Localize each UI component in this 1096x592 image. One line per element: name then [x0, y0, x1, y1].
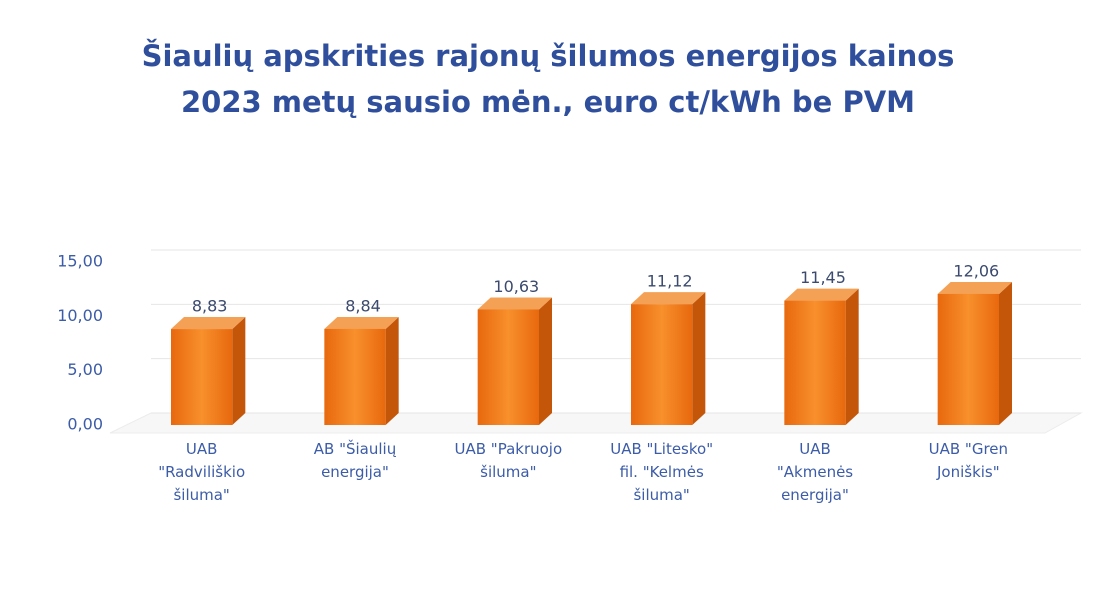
bar-side [539, 297, 552, 425]
bar [631, 304, 693, 425]
x-tick-label-line: "Akmenės [777, 463, 853, 481]
x-tick-label: UAB "Pakruojo šiluma" [455, 440, 563, 481]
y-tick-label: 15,00 [57, 252, 103, 271]
bar-side [692, 292, 706, 425]
x-tick-label-line: šiluma" [173, 486, 229, 504]
bar-top [631, 292, 706, 305]
x-tick-label-line: šiluma" [633, 486, 689, 504]
bar [171, 329, 233, 425]
bar-side [385, 316, 399, 425]
bar-side [845, 288, 859, 425]
bar-top [171, 317, 246, 330]
bar [324, 328, 386, 425]
bar-side [999, 281, 1012, 425]
y-tick-label: 5,00 [67, 360, 103, 379]
x-tick-label: UAB "Litesko" fil. "Kelmės šiluma" [610, 440, 713, 504]
x-tick-label-line: UAB "Litesko" [610, 440, 713, 458]
bar-top [937, 281, 1012, 294]
x-tick-label-line: energija" [321, 463, 389, 481]
data-label: 12,06 [953, 261, 999, 280]
bar-top [324, 316, 399, 329]
y-tick-label: 0,00 [67, 415, 103, 434]
bar [477, 309, 539, 425]
x-tick-label-line: UAB [799, 440, 831, 458]
bar [937, 293, 999, 425]
floor [109, 412, 1083, 434]
bar [784, 300, 846, 425]
x-tick-label: UAB "Radviliškio šiluma" [158, 440, 245, 504]
x-tick-label: UAB "Gren Joniškis" [929, 440, 1008, 481]
chart-subtitle: 2023 metų sausio mėn., euro ct/kWh be PV… [181, 85, 915, 119]
data-label: 11,45 [800, 268, 846, 287]
x-tick-label-line: fil. "Kelmės [620, 463, 704, 481]
x-tick-label-line: UAB [186, 440, 218, 458]
x-tick-label-line: AB "Šiaulių [314, 439, 397, 458]
chart-title: Šiaulių apskrities rajonų šilumos energi… [142, 39, 955, 73]
x-tick-label: AB "Šiaulių energija" [314, 439, 397, 481]
x-tick-label-line: Joniškis" [936, 463, 1000, 481]
x-tick-label-line: "Radviliškio [158, 463, 245, 481]
bar-top [784, 288, 859, 301]
data-label: 10,63 [493, 277, 539, 296]
data-label: 8,84 [345, 296, 381, 315]
bar-side [232, 317, 246, 425]
y-tick-label: 10,00 [57, 306, 103, 325]
data-label: 8,83 [192, 297, 228, 316]
x-tick-label: UAB "Akmenės energija" [777, 440, 853, 504]
x-tick-label-line: UAB "Gren [929, 440, 1008, 458]
data-label: 11,12 [647, 272, 693, 291]
x-tick-label-line: energija" [781, 486, 849, 504]
x-tick-label-line: UAB "Pakruojo [455, 440, 563, 458]
bar-top [477, 297, 552, 310]
x-tick-label-line: šiluma" [480, 463, 536, 481]
